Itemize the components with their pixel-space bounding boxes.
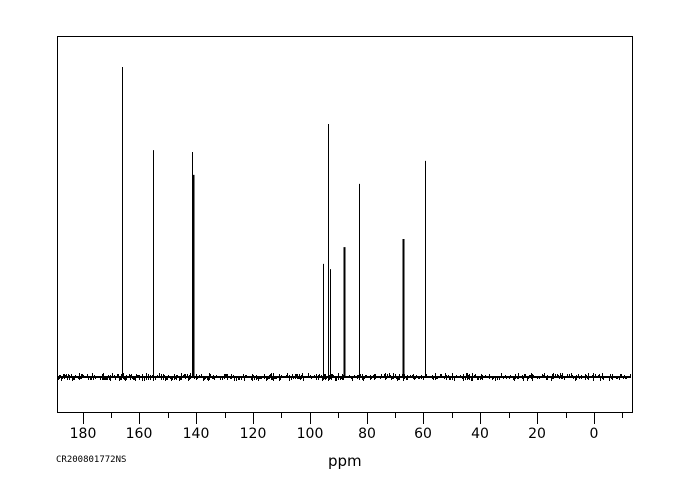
- x-tick-label-40: 40: [471, 426, 489, 442]
- x-axis-ticks: [83, 412, 623, 424]
- x-tick-label-100: 100: [297, 426, 324, 442]
- sample-id-label: CR200801772NS: [56, 455, 127, 465]
- x-axis-tick-labels: 180 160 140 120 100 80 60 40 20 0: [70, 426, 599, 442]
- x-tick-label-140: 140: [183, 426, 210, 442]
- nmr-peaks: [122, 67, 426, 377]
- x-tick-label-120: 120: [240, 426, 267, 442]
- plot-border: [57, 36, 633, 413]
- x-tick-label-0: 0: [590, 426, 599, 442]
- x-tick-label-160: 160: [126, 426, 153, 442]
- x-tick-label-180: 180: [70, 426, 97, 442]
- x-tick-label-60: 60: [414, 426, 432, 442]
- x-axis-unit-label: ppm: [328, 452, 362, 470]
- x-tick-label-20: 20: [528, 426, 546, 442]
- x-tick-label-80: 80: [358, 426, 376, 442]
